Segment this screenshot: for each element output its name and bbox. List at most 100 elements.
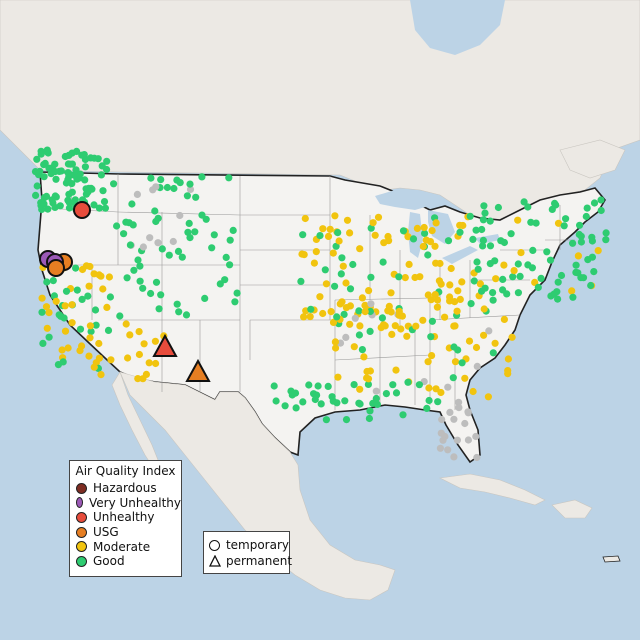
station-dot [510,267,518,275]
station-dot [415,381,423,389]
station-dot [92,321,100,329]
legend-label: Unhealthy [93,510,155,525]
station-dot [409,235,418,243]
station-dot [174,247,183,255]
station-dot [313,391,321,399]
station-dot [465,337,474,345]
station-dot [554,219,563,227]
station-dot [371,231,379,239]
station-dot [500,238,508,247]
station-dot [421,229,429,237]
station-dot [424,251,432,259]
station-dot [444,446,452,454]
station-dot [450,415,458,423]
station-dot [439,436,447,444]
station-dot [425,396,433,405]
legend-row-usg: USG [70,525,181,540]
station-dot [486,260,494,268]
station-dot [484,393,492,401]
station-dot [41,159,49,167]
station-dot [597,196,605,204]
station-dot [338,254,346,262]
station-dot [72,264,80,272]
station-dot [355,307,363,315]
station-dot [364,380,372,388]
station-dot [387,289,395,297]
puerto-rico [602,555,621,563]
station-dot [435,277,443,285]
station-dot [433,303,441,311]
station-dot [49,277,57,285]
station-dot [331,338,339,346]
station-dot [446,408,454,416]
station-dot [91,306,100,314]
station-dot [106,293,114,301]
station-dot [360,353,368,361]
station-dot [378,314,386,322]
station-dot [473,362,481,370]
station-dot [520,198,528,206]
station-dot [126,241,134,249]
station-dot [550,290,558,298]
station-dot [40,194,49,202]
station-dot [436,444,444,452]
highlighted-monitors [39,201,211,382]
station-dot [480,202,488,210]
station-dot [42,303,51,311]
station-dot [134,256,142,264]
station-dot [64,344,72,352]
station-dot [366,327,374,335]
station-dot [71,171,79,179]
station-dot [62,287,71,295]
station-dot [125,219,133,227]
station-dot [90,154,98,162]
station-dot [45,333,53,341]
station-dot [575,230,583,239]
station-dot [381,322,389,330]
station-dot [64,169,72,177]
station-dot [392,389,401,397]
station-dot [332,242,340,250]
station-dot [151,207,159,215]
station-dot [597,206,605,215]
station-dot [419,242,427,251]
wildfire-monitor-oregon [73,201,91,219]
station-dot [469,387,477,396]
station-dot [135,350,143,359]
station-dot [81,163,89,171]
station-dot [307,305,315,313]
station-dot [337,270,345,278]
station-dot [44,205,52,213]
station-dot [373,400,381,408]
station-dot [458,278,466,286]
station-dot [509,273,517,281]
station-dot [433,296,442,304]
station-dot [557,271,566,280]
station-dot [358,346,366,354]
station-dot [86,334,94,342]
station-dot [105,273,113,281]
station-dot [103,157,111,165]
station-dot [73,286,81,294]
station-dot [272,397,280,405]
station-dot [329,397,337,405]
station-dot [543,248,551,256]
station-dot [395,273,403,281]
station-dot [51,168,59,176]
station-dot [428,227,436,235]
station-dot [136,262,144,270]
station-dot [560,222,568,230]
station-dot [183,192,191,200]
station-dot [461,374,469,382]
station-dot [489,289,497,297]
station-dot [446,281,454,289]
station-dot [431,291,439,299]
station-dot [499,275,507,283]
station-dot [363,374,371,382]
station-dot [602,236,610,244]
station-dot [36,167,44,175]
station-dot [57,312,65,320]
station-dot [569,239,577,247]
station-dot [76,325,85,333]
station-dot [87,327,95,336]
